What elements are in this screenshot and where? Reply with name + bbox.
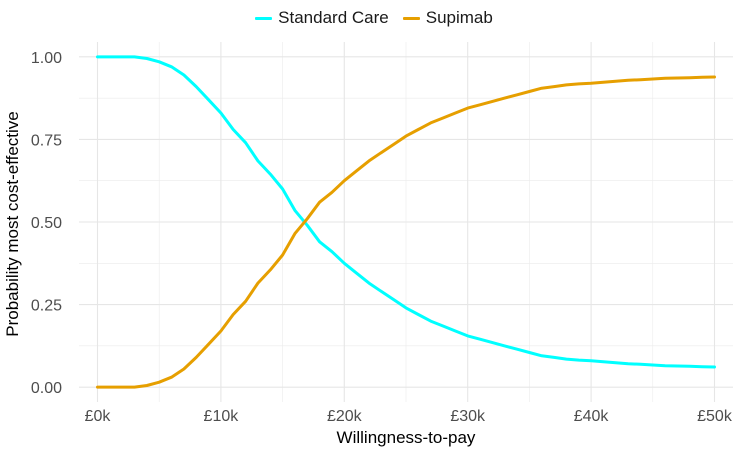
legend-item-supimab: Supimab <box>402 8 493 28</box>
x-tick-label: £0k <box>85 408 112 425</box>
x-axis-title: Willingness-to-pay <box>337 428 476 447</box>
x-tick-label: £50k <box>697 408 733 425</box>
series-lines <box>96 55 716 389</box>
x-tick-label: £10k <box>204 408 240 425</box>
x-tick-labels: £0k £10k £20k £30k £40k £50k <box>85 408 733 425</box>
legend-key-supimab <box>402 16 420 20</box>
x-tick-label: £40k <box>574 408 610 425</box>
grid <box>79 42 733 402</box>
y-axis-title: Probability most cost-effective <box>3 111 22 337</box>
legend-key-standard-care <box>255 16 273 20</box>
y-tick-label: 0.75 <box>31 132 62 149</box>
series-line-supimab <box>96 75 716 389</box>
legend-item-standard-care: Standard Care <box>255 8 389 28</box>
x-tick-label: £20k <box>327 408 363 425</box>
series-line-standard-care <box>96 55 716 369</box>
y-tick-label: 0.50 <box>31 215 62 232</box>
y-tick-label: 0.00 <box>31 380 62 397</box>
legend-label-supimab: Supimab <box>425 8 493 27</box>
y-tick-label: 0.25 <box>31 298 62 315</box>
legend-label-standard-care: Standard Care <box>278 8 389 27</box>
y-tick-label: 1.00 <box>31 50 62 67</box>
y-tick-labels: 0.00 0.25 0.50 0.75 1.00 <box>31 50 62 397</box>
x-tick-label: £30k <box>450 408 486 425</box>
legend: Standard Care Supimab <box>0 8 748 28</box>
